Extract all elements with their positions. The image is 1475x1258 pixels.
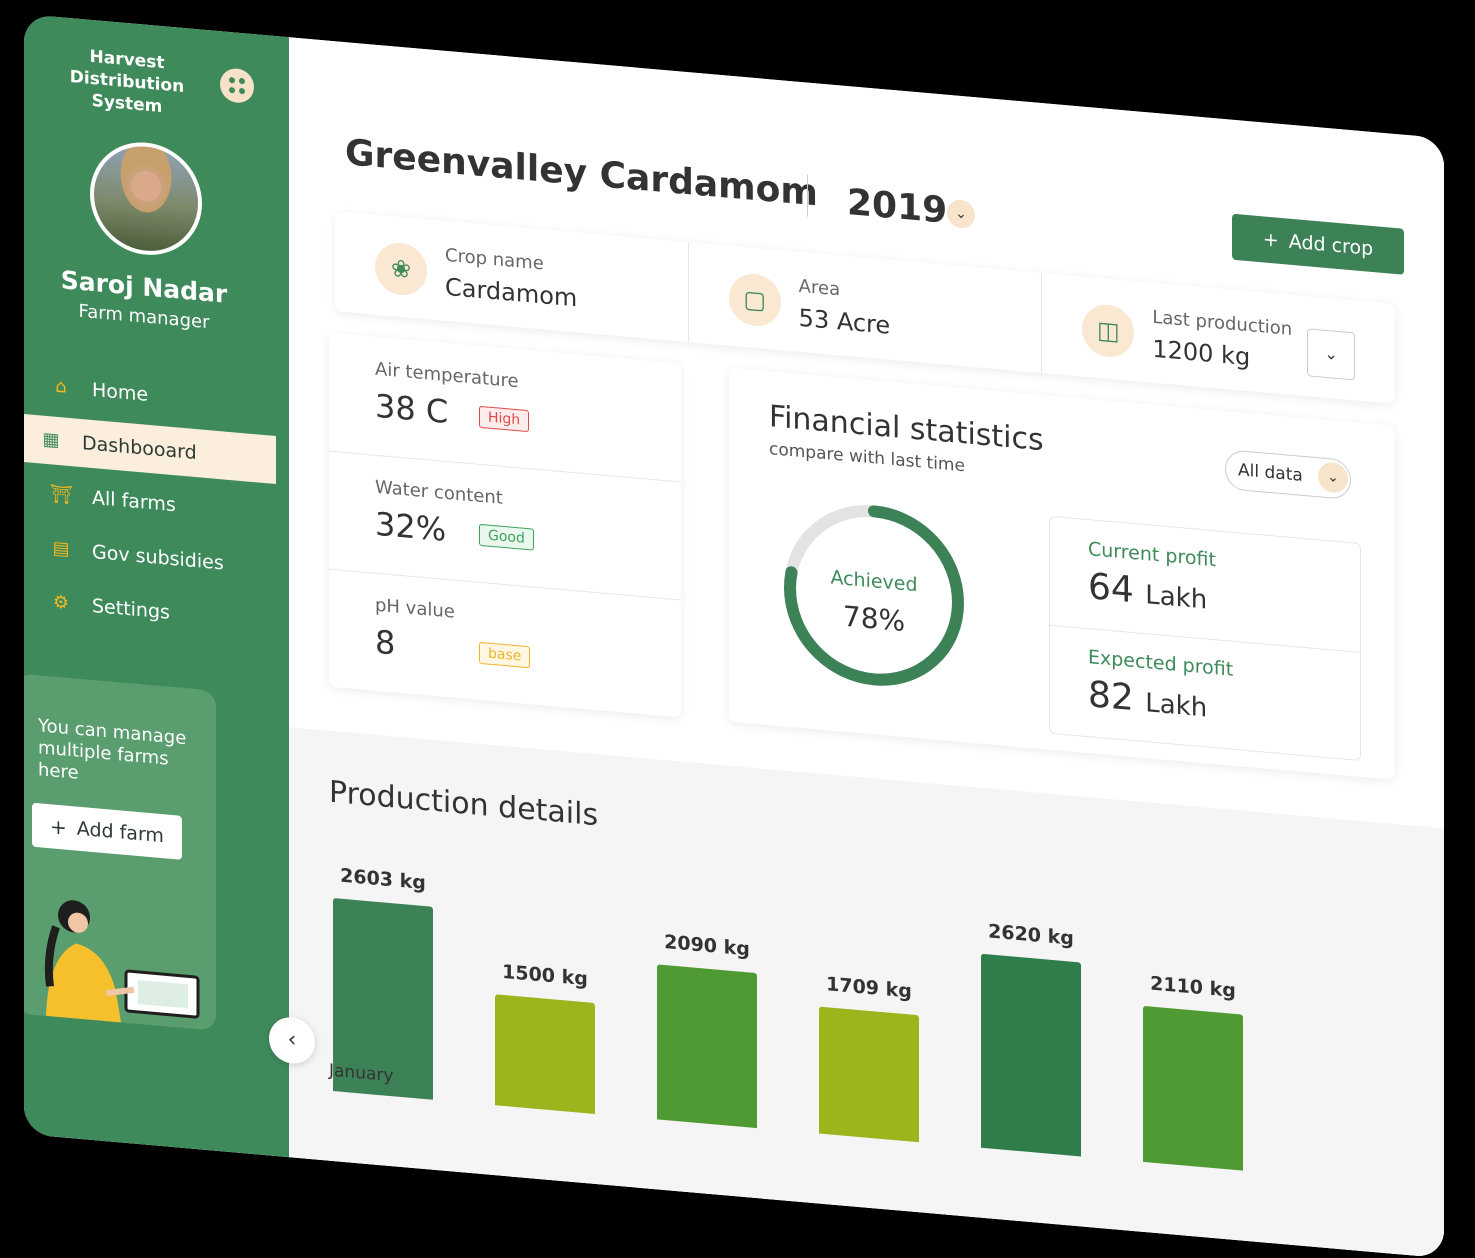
add-crop-button[interactable]: + Add crop (1232, 213, 1404, 275)
profit-box: Current profit 64 Lakh Expected profit 8… (1049, 515, 1361, 761)
water-content-value: 32% (375, 504, 447, 549)
crop-name-cell: ❀ Crop name Cardamom (335, 211, 689, 343)
production-bar (1143, 1005, 1243, 1171)
bar-value-label: 2603 kg (340, 864, 426, 895)
sidebar-item-label: Dashbooard (82, 432, 197, 465)
production-bar (819, 1006, 919, 1143)
bar-value-label: 1709 kg (826, 973, 912, 1004)
production-bar (657, 964, 757, 1129)
area-icon: ▢ (728, 271, 781, 329)
status-badge: base (479, 641, 531, 669)
status-badge: Good (479, 523, 534, 551)
apps-grid-icon[interactable] (220, 67, 254, 105)
avatar (90, 137, 202, 260)
dashboard-icon: ▦ (42, 428, 60, 452)
app-title: Harvest Distribution System (69, 46, 185, 118)
last-production-value: 1200 kg (1152, 334, 1251, 372)
donut-progress-arc (784, 505, 964, 686)
main-content: Greenvalley Cardamom 2019 ⌄ + Add crop ❀… (269, 37, 1444, 1258)
bar-value-label: 2110 kg (1150, 972, 1236, 1002)
area-value: 53 Acre (798, 303, 891, 340)
sidebar-item-label: Gov subsidies (92, 540, 224, 575)
plus-icon: + (1262, 228, 1279, 252)
achieved-donut (784, 505, 964, 686)
ph-value: 8 (375, 622, 396, 663)
chevron-down-icon[interactable]: ⌄ (1307, 328, 1356, 381)
production-bar (495, 994, 595, 1114)
last-production-cell: ◫ Last production 1200 kg ⌄ (1042, 273, 1395, 404)
farm-icon: ⛩ (50, 483, 73, 507)
bar-value-label: 2620 kg (988, 920, 1074, 950)
status-badge: High (479, 405, 530, 433)
chevron-down-icon: ⌄ (1318, 461, 1348, 494)
section-title: Production details (329, 774, 599, 834)
promo-card: You can manage multiple farms here + Add… (24, 673, 216, 1031)
year-selector-value[interactable]: 2019 (847, 182, 948, 232)
air-temperature-value: 38 C (375, 386, 449, 432)
financial-statistics-card: Financial statistics compare with last t… (729, 367, 1395, 780)
bar-value-label: 2090 kg (664, 931, 750, 961)
chevron-down-icon[interactable]: ⌄ (947, 198, 975, 230)
bar-value-label: 1500 kg (502, 960, 588, 991)
sidebar: Harvest Distribution System Saroj Nadar … (24, 14, 289, 1158)
data-filter-select[interactable]: All data ⌄ (1225, 449, 1351, 501)
promo-text: You can manage multiple farms here (38, 715, 187, 784)
woman-laptop-illustration (44, 900, 200, 1023)
sidebar-item-label: All farms (92, 486, 176, 517)
current-profit-value: 64 Lakh (1088, 566, 1208, 616)
environment-card: Air temperature 38 C High Water content … (329, 332, 681, 718)
leaf-icon: ❀ (375, 240, 427, 298)
gear-icon: ⚙ (52, 591, 70, 614)
document-icon: ▤ (52, 537, 70, 560)
plus-icon: + (50, 814, 67, 840)
area-cell: ▢ Area 53 Acre (688, 242, 1043, 374)
add-farm-button[interactable]: + Add farm (32, 802, 182, 860)
sidebar-item-label: Settings (92, 594, 170, 624)
page-title: Greenvalley Cardamom (345, 132, 818, 215)
expected-profit-value: 82 Lakh (1088, 674, 1208, 724)
divider (807, 174, 808, 217)
production-section: Production details 2603 kg 1500 kg 2090 kg… (289, 727, 1444, 1258)
crop-name-value: Cardamom (445, 272, 578, 313)
sidebar-item-label: Home (92, 378, 149, 406)
production-bar (981, 953, 1081, 1157)
home-icon: ⌂ (55, 375, 67, 398)
app-window: Harvest Distribution System Saroj Nadar … (24, 14, 1444, 1258)
sack-icon: ◫ (1082, 302, 1135, 360)
